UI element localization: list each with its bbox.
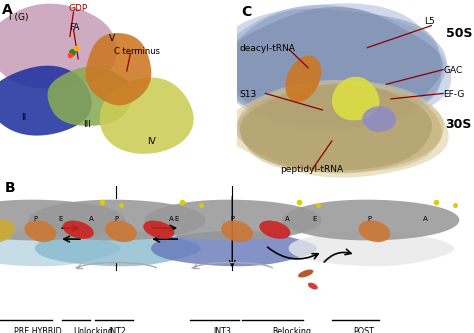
Polygon shape [215,9,441,127]
Text: POST: POST [353,327,374,333]
Text: INT3: INT3 [213,327,231,333]
Polygon shape [0,66,92,136]
Ellipse shape [0,220,15,243]
Ellipse shape [298,269,313,277]
Polygon shape [47,67,134,126]
Text: FA: FA [69,23,79,32]
Text: P: P [114,216,118,222]
Text: C: C [242,6,252,20]
Text: E: E [312,216,317,222]
Polygon shape [0,200,125,240]
Polygon shape [0,4,117,89]
Text: V: V [109,34,115,43]
Polygon shape [100,78,193,154]
Text: S13: S13 [239,90,256,99]
Polygon shape [145,200,322,240]
Polygon shape [86,33,151,105]
Text: C terminus: C terminus [114,47,160,57]
Text: A: A [423,216,428,222]
Text: L5: L5 [424,17,435,26]
Text: E: E [174,216,179,222]
Text: GAC: GAC [443,66,463,75]
Polygon shape [28,200,206,240]
Text: EF-G: EF-G [443,90,465,99]
Text: A: A [169,216,174,222]
Text: P: P [230,216,234,222]
Ellipse shape [143,220,174,239]
Polygon shape [238,83,444,172]
Polygon shape [216,5,447,127]
Text: 30S: 30S [446,118,472,131]
Polygon shape [225,7,443,128]
Polygon shape [35,231,201,266]
Polygon shape [362,106,396,132]
Text: A: A [89,216,93,222]
Text: IV: IV [147,138,155,147]
Polygon shape [213,3,451,131]
Text: 50S: 50S [446,27,472,40]
Text: I (G): I (G) [9,13,29,22]
Text: Unlocking: Unlocking [73,327,113,333]
Text: III: III [83,120,91,129]
Text: peptidyl-tRNA: peptidyl-tRNA [280,165,343,174]
Ellipse shape [63,220,94,239]
Polygon shape [282,200,459,240]
Ellipse shape [221,220,253,242]
Ellipse shape [24,220,56,242]
Text: deacyl-tRNA: deacyl-tRNA [239,44,295,53]
Polygon shape [224,80,449,177]
Ellipse shape [308,283,318,289]
Polygon shape [151,231,317,266]
Ellipse shape [105,220,137,242]
Ellipse shape [259,220,291,239]
Text: A: A [285,216,290,222]
Ellipse shape [285,56,321,102]
Text: A: A [2,3,13,17]
Text: INT2: INT2 [108,327,126,333]
Text: E: E [58,216,63,222]
Polygon shape [0,231,120,266]
Polygon shape [236,87,442,173]
Polygon shape [332,77,380,120]
Text: P: P [368,216,372,222]
Text: B: B [5,181,15,195]
Ellipse shape [358,220,391,242]
Text: PRE HYBRID: PRE HYBRID [14,327,62,333]
Polygon shape [240,84,432,170]
Polygon shape [289,231,455,266]
Text: II: II [21,113,27,122]
Text: P: P [34,216,37,222]
Text: Relocking: Relocking [273,327,311,333]
Text: GDP: GDP [69,4,88,13]
